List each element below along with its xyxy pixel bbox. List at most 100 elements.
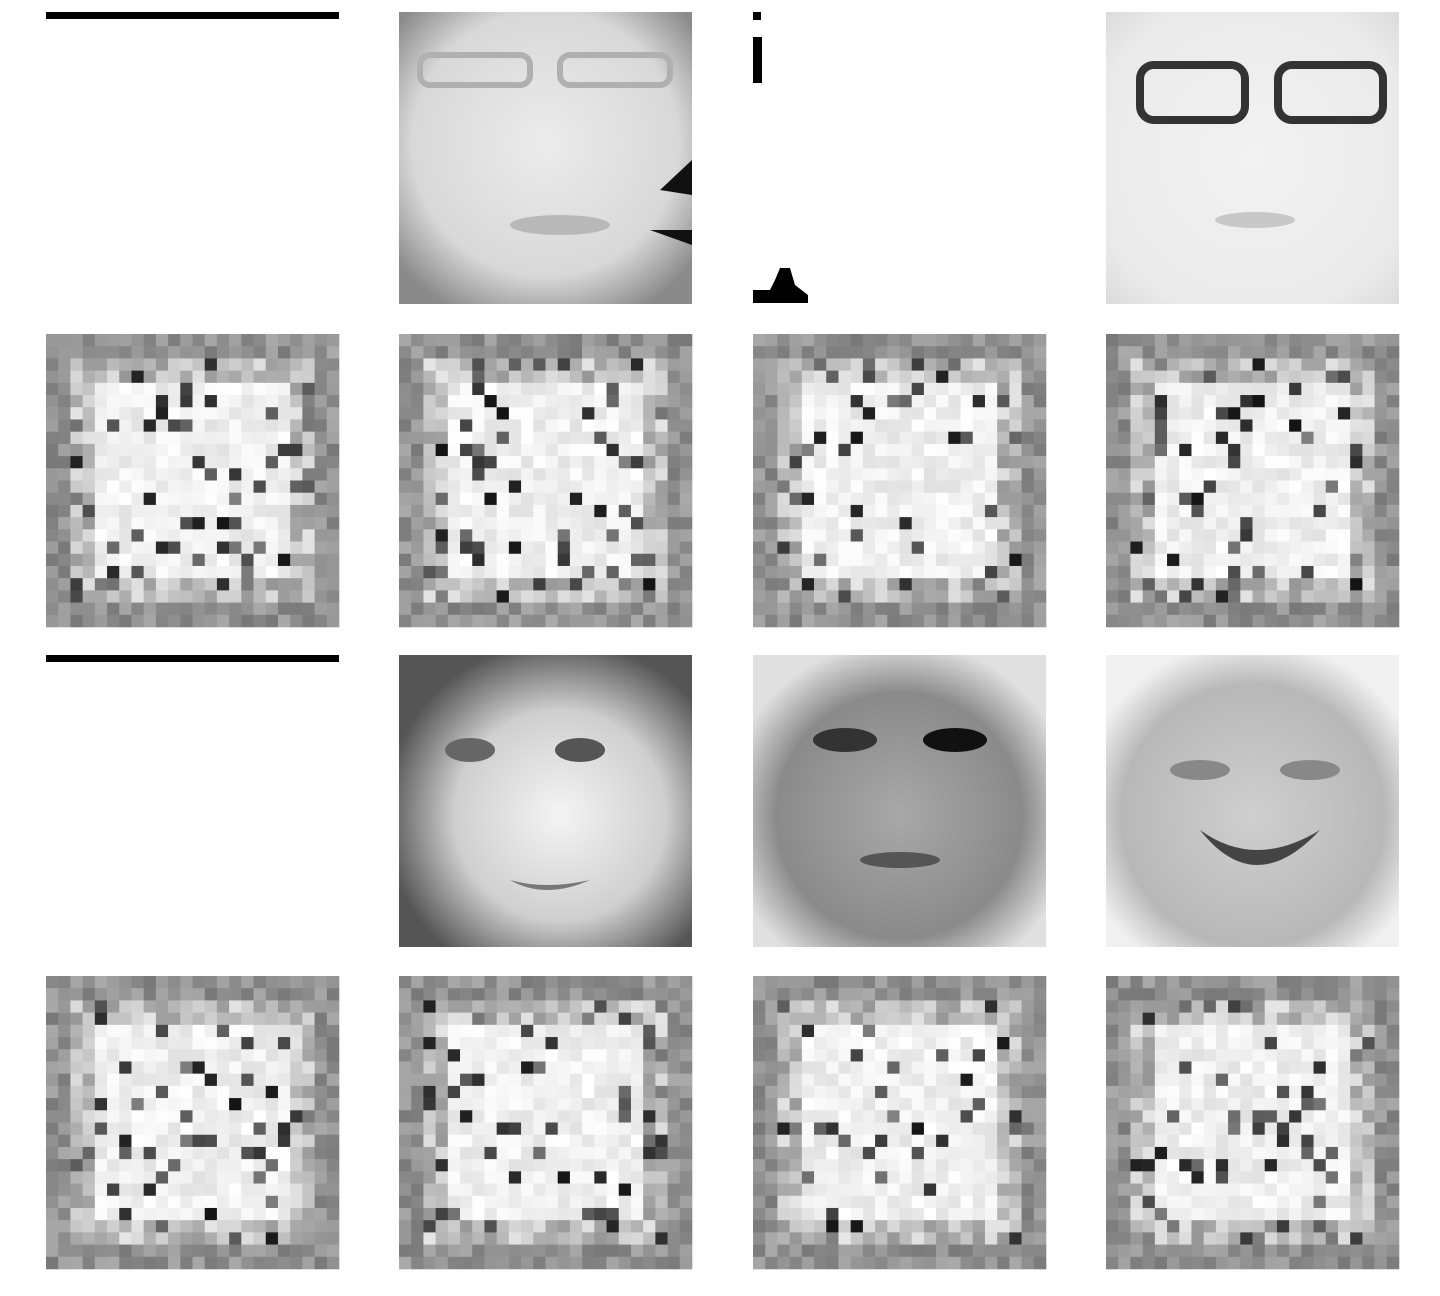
noise-pixel xyxy=(192,370,206,384)
noise-pixel xyxy=(814,419,827,432)
noise-pixel xyxy=(1386,382,1400,396)
noise-pixel xyxy=(862,456,876,469)
noise-pixel xyxy=(265,976,279,989)
noise-pixel xyxy=(643,1061,656,1074)
noise-pixel xyxy=(594,334,607,347)
noise-pixel xyxy=(997,468,1010,481)
noise-pixel xyxy=(216,1049,230,1062)
noise-pixel xyxy=(241,1256,254,1270)
noise-pixel xyxy=(192,419,206,432)
noise-pixel xyxy=(1118,1037,1131,1050)
noise-pixel xyxy=(984,382,998,396)
noise-pixel xyxy=(1021,358,1035,371)
noise-pixel xyxy=(679,370,693,384)
noise-pixel xyxy=(411,1049,424,1062)
noise-pixel xyxy=(557,1171,571,1184)
noise-pixel xyxy=(997,1146,1010,1160)
noise-pixel xyxy=(119,1134,132,1148)
noise-pixel xyxy=(302,504,315,518)
noise-pixel xyxy=(1289,614,1302,628)
noise-pixel xyxy=(70,1098,83,1111)
noise-pixel xyxy=(862,1085,876,1099)
noise-pixel xyxy=(496,988,510,1001)
noise-pixel xyxy=(850,1085,864,1099)
noise-pixel xyxy=(569,334,583,347)
noise-pixel xyxy=(911,1037,925,1050)
noise-pixel xyxy=(180,382,193,396)
noise-pixel xyxy=(679,553,693,567)
noise-pixel xyxy=(180,541,193,555)
noise-pixel xyxy=(180,370,193,384)
noise-pixel xyxy=(302,1012,315,1026)
noise-pixel xyxy=(58,1073,71,1087)
noise-pixel xyxy=(862,1183,876,1197)
noise-pixel xyxy=(435,456,449,469)
noise-pixel xyxy=(192,553,206,567)
noise-pixel xyxy=(594,614,607,628)
noise-pixel xyxy=(655,1073,668,1087)
noise-pixel xyxy=(484,443,497,457)
noise-pixel xyxy=(630,517,644,530)
noise-pixel xyxy=(229,1244,242,1258)
noise-pixel xyxy=(1313,431,1327,445)
noise-pixel xyxy=(1191,443,1204,457)
noise-pixel xyxy=(1276,1171,1290,1184)
noise-pixel xyxy=(997,1098,1010,1111)
noise-pixel xyxy=(107,456,120,469)
noise-pixel xyxy=(655,382,668,396)
noise-pixel xyxy=(679,395,693,408)
shadow xyxy=(650,160,692,245)
noise-pixel xyxy=(997,1134,1010,1148)
noise-pixel xyxy=(472,988,485,1001)
noise-pixel xyxy=(1374,492,1388,506)
noise-pixel xyxy=(290,334,303,347)
noise-pixel xyxy=(557,504,571,518)
noise-pixel xyxy=(1191,1195,1204,1209)
noise-pixel xyxy=(814,1183,827,1197)
noise-pixel xyxy=(521,1061,534,1074)
noise-pixel xyxy=(936,419,949,432)
noise-pixel xyxy=(1142,1256,1156,1270)
noise-pixel xyxy=(168,395,181,408)
noise-pixel xyxy=(936,1000,949,1013)
noise-pixel xyxy=(46,358,59,371)
noise-pixel xyxy=(290,541,303,555)
noise-pixel xyxy=(984,1195,998,1209)
noise-pixel xyxy=(484,334,497,347)
noise-pixel xyxy=(241,1134,254,1148)
noise-pixel xyxy=(399,492,412,506)
noise-pixel xyxy=(216,1073,230,1087)
noise-pixel xyxy=(643,1000,656,1013)
noise-pixel xyxy=(667,1146,681,1160)
noise-pixel xyxy=(679,590,693,603)
noise-pixel xyxy=(911,1159,925,1172)
noise-pixel xyxy=(1142,456,1156,469)
noise-pixel xyxy=(314,431,328,445)
noise-pixel xyxy=(643,976,656,989)
noise-pixel xyxy=(679,1073,693,1087)
noise-pixel xyxy=(1276,1110,1290,1123)
noise-pixel xyxy=(826,492,839,506)
noise-pixel xyxy=(1228,1024,1241,1038)
noise-pixel xyxy=(887,541,900,555)
noise-pixel xyxy=(411,590,424,603)
noise-pixel xyxy=(143,602,157,616)
noise-pixel xyxy=(875,1159,888,1172)
noise-pixel xyxy=(972,1244,986,1258)
noise-pixel xyxy=(630,1146,644,1160)
noise-pixel xyxy=(1106,1012,1119,1026)
noise-pixel xyxy=(875,517,888,530)
noise-pixel xyxy=(1130,1098,1143,1111)
noise-pixel xyxy=(1386,602,1400,616)
noise-pixel xyxy=(1215,565,1229,579)
noise-pixel xyxy=(131,1085,144,1099)
noise-pixel xyxy=(923,1000,937,1013)
noise-pixel xyxy=(1374,578,1388,591)
noise-pixel xyxy=(997,529,1010,542)
noise-pixel xyxy=(948,1207,961,1221)
noise-pixel xyxy=(1362,1195,1375,1209)
noise-pixel xyxy=(241,431,254,445)
noise-pixel xyxy=(82,1037,96,1050)
noise-pixel xyxy=(46,565,59,579)
noise-pixel xyxy=(423,1012,436,1026)
